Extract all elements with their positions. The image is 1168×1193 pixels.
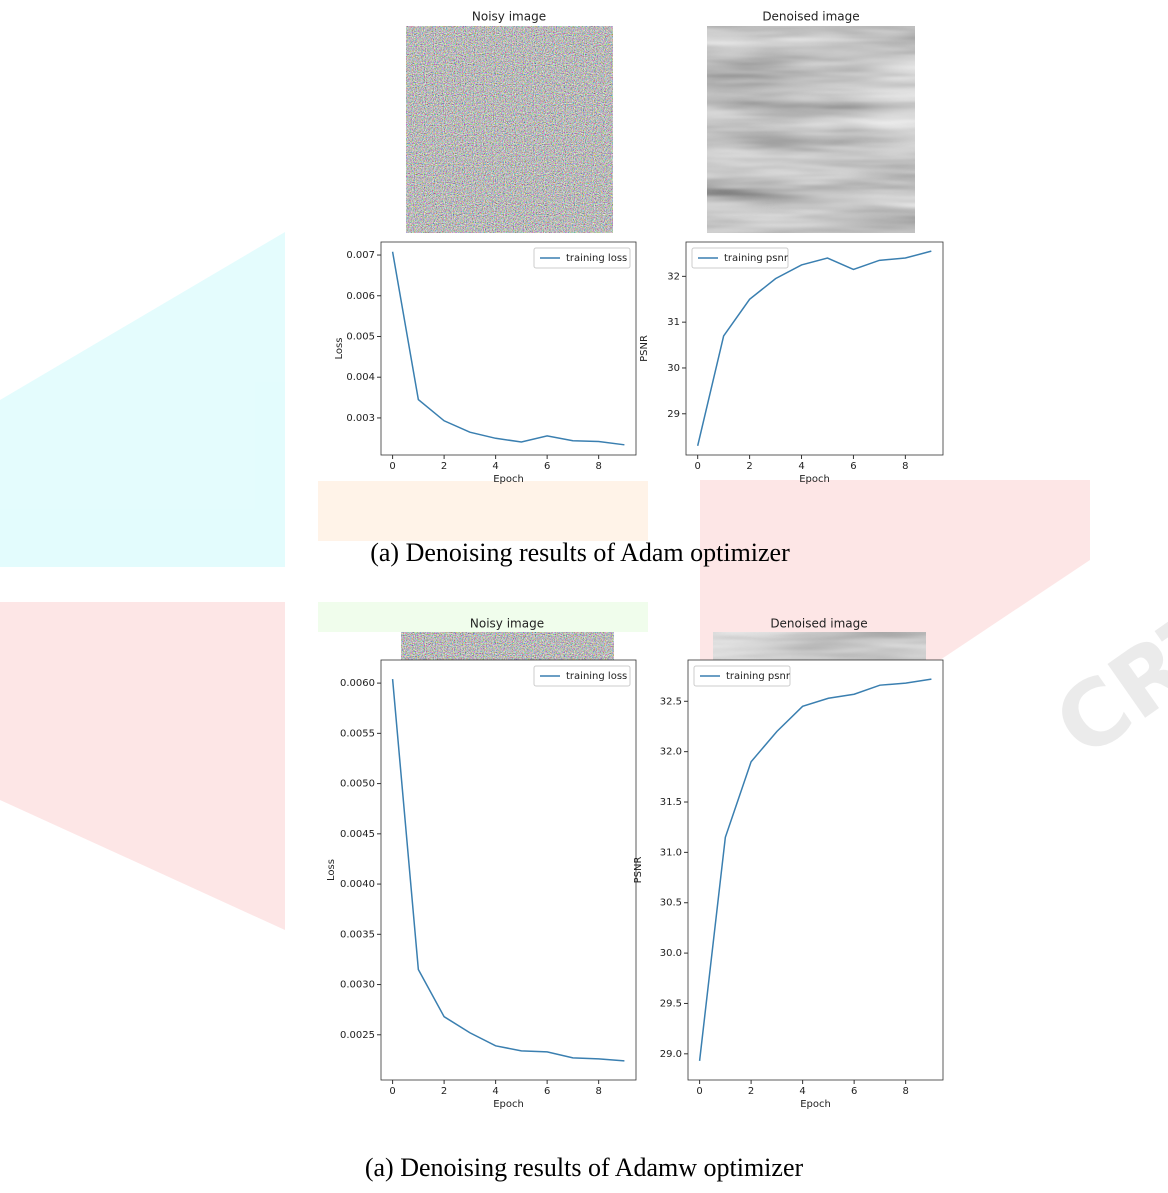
y-axis-label: Loss: [326, 859, 337, 881]
denoised-image: [707, 26, 915, 233]
y-axis-label: PSNR: [639, 335, 650, 362]
x-tick-label: 4: [492, 1086, 498, 1097]
y-tick-label: 0.0045: [340, 829, 375, 840]
x-tick-label: 0: [696, 1086, 702, 1097]
x-tick-label: 0: [389, 1086, 395, 1097]
image-title: Denoised image: [762, 10, 859, 24]
y-tick-label: 31: [667, 317, 680, 328]
x-tick-label: 4: [798, 461, 804, 472]
y-tick-label: 32: [667, 271, 680, 282]
y-tick-label: 0.0040: [340, 879, 375, 890]
y-tick-label: 30.0: [660, 948, 682, 959]
y-tick-label: 29.5: [660, 998, 682, 1009]
x-tick-label: 8: [595, 461, 601, 472]
x-tick-label: 6: [850, 461, 856, 472]
y-tick-label: 0.005: [346, 331, 375, 342]
y-tick-label: 0.0060: [340, 678, 375, 689]
y-tick-label: 32.0: [660, 747, 682, 758]
x-axis-label: Epoch: [493, 474, 524, 485]
x-tick-label: 8: [595, 1086, 601, 1097]
legend-label: training psnr: [726, 671, 791, 682]
y-tick-label: 0.006: [346, 291, 375, 302]
x-tick-label: 6: [544, 1086, 550, 1097]
y-tick-label: 0.0050: [340, 779, 375, 790]
y-tick-label: 0.003: [346, 413, 375, 424]
svg-text:CRT: CRT: [1037, 582, 1168, 779]
legend-label: training loss: [566, 671, 627, 682]
x-tick-label: 0: [694, 461, 700, 472]
x-axis-label: Epoch: [799, 474, 830, 485]
legend-label: training psnr: [724, 253, 789, 264]
plot-area: [686, 242, 943, 455]
plot-area: [381, 660, 636, 1080]
legend-label: training loss: [566, 253, 627, 264]
plot-area: [688, 660, 943, 1080]
y-tick-label: 0.0030: [340, 980, 375, 991]
y-tick-label: 0.0055: [340, 728, 375, 739]
x-tick-label: 4: [799, 1086, 805, 1097]
caption: (a) Denoising results of Adam optimizer: [370, 538, 790, 567]
x-tick-label: 8: [902, 461, 908, 472]
y-tick-label: 31.0: [660, 847, 682, 858]
x-tick-label: 2: [748, 1086, 754, 1097]
noisy-image: [406, 26, 613, 233]
y-tick-label: 29.0: [660, 1049, 682, 1060]
y-tick-label: 0.0025: [340, 1030, 375, 1041]
caption: (a) Denoising results of Adamw optimizer: [365, 1153, 804, 1182]
x-tick-label: 2: [746, 461, 752, 472]
image-title: Noisy image: [472, 10, 546, 24]
x-tick-label: 4: [492, 461, 498, 472]
x-axis-label: Epoch: [493, 1099, 524, 1110]
y-tick-label: 0.0035: [340, 929, 375, 940]
y-tick-label: 0.004: [346, 372, 375, 383]
x-tick-label: 2: [441, 1086, 447, 1097]
y-tick-label: 0.007: [346, 250, 375, 261]
y-tick-label: 30.5: [660, 898, 682, 909]
x-tick-label: 2: [441, 461, 447, 472]
x-tick-label: 6: [851, 1086, 857, 1097]
image-title: Denoised image: [770, 617, 867, 631]
x-tick-label: 8: [902, 1086, 908, 1097]
x-axis-label: Epoch: [800, 1099, 831, 1110]
y-tick-label: 32.5: [660, 696, 682, 707]
y-tick-label: 30: [667, 363, 680, 374]
page: CRT Noisy image Denoised image Noisy ima…: [0, 0, 1168, 1193]
y-tick-label: 29: [667, 409, 680, 420]
y-axis-label: PSNR: [633, 857, 644, 884]
x-tick-label: 6: [544, 461, 550, 472]
y-tick-label: 31.5: [660, 797, 682, 808]
y-axis-label: Loss: [334, 338, 345, 360]
plot-area: [381, 242, 636, 455]
image-title: Noisy image: [470, 617, 544, 631]
x-tick-label: 0: [389, 461, 395, 472]
